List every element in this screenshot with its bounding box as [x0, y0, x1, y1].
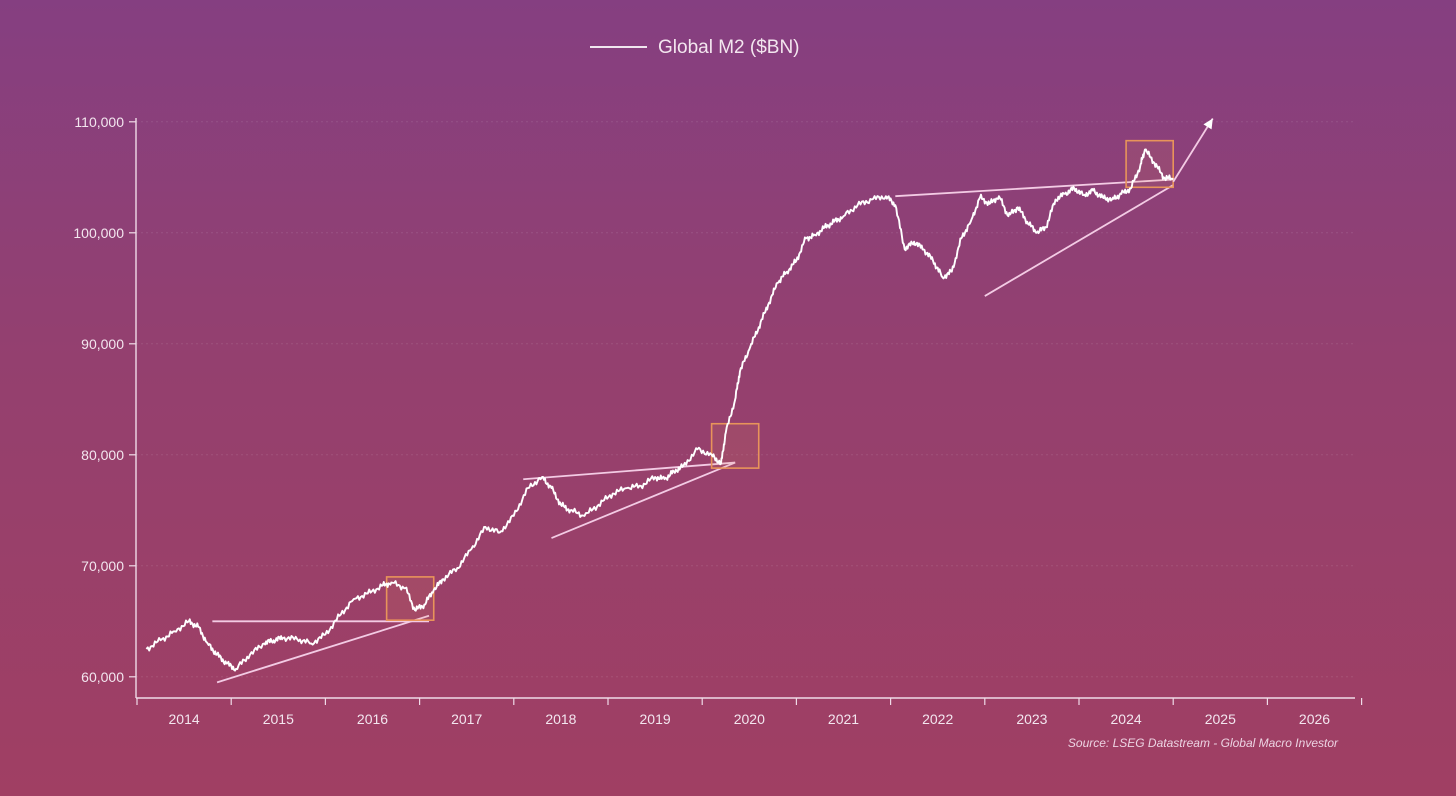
x-tick-label: 2026 [1299, 711, 1330, 727]
x-axis: 2014 2015 2016 2017 2018 2019 2020 2021 2022 2023… [136, 697, 1363, 727]
y-tick-label: 110,000 [74, 114, 124, 130]
x-tick-label: 2019 [640, 711, 671, 727]
source-note: Source: LSEG Datastream - Global Macro I… [1068, 736, 1339, 750]
highlight-boxes [385, 139, 1174, 621]
x-tick-label: 2020 [734, 711, 765, 727]
trendline [216, 614, 430, 684]
series-line [145, 148, 1174, 672]
x-tick-label: 2023 [1016, 711, 1047, 727]
trendline [523, 461, 736, 481]
trendline [551, 461, 736, 539]
x-tick-label: 2016 [357, 711, 388, 727]
x-tick-label: 2025 [1205, 711, 1236, 727]
y-tick-label: 70,000 [81, 558, 124, 574]
trendline [984, 184, 1174, 297]
x-tick-label: 2022 [922, 711, 953, 727]
forecast-arrow-head [1203, 118, 1213, 130]
x-tick-label: 2017 [451, 711, 482, 727]
y-tick-label: 90,000 [81, 336, 124, 352]
x-tick-label: 2014 [169, 711, 200, 727]
arrow-layer [1172, 117, 1214, 183]
y-tick-label: 100,000 [73, 225, 124, 241]
y-tick-label: 80,000 [81, 447, 124, 463]
trendlines [212, 178, 1174, 684]
forecast-arrow-shaft [1172, 117, 1214, 183]
x-tick-label: 2021 [828, 711, 859, 727]
y-axis: 60,000 70,000 80,000 90,000 100,000 110,000 [73, 114, 137, 698]
legend-label: Global M2 ($BN) [658, 37, 800, 58]
x-tick-label: 2024 [1111, 711, 1142, 727]
x-tick-label: 2015 [263, 711, 294, 727]
y-tick-label: 60,000 [81, 669, 124, 685]
x-tick-label: 2018 [545, 711, 576, 727]
grid [136, 121, 1355, 678]
series-layer [145, 148, 1174, 672]
legend: Global M2 ($BN) [590, 37, 800, 58]
